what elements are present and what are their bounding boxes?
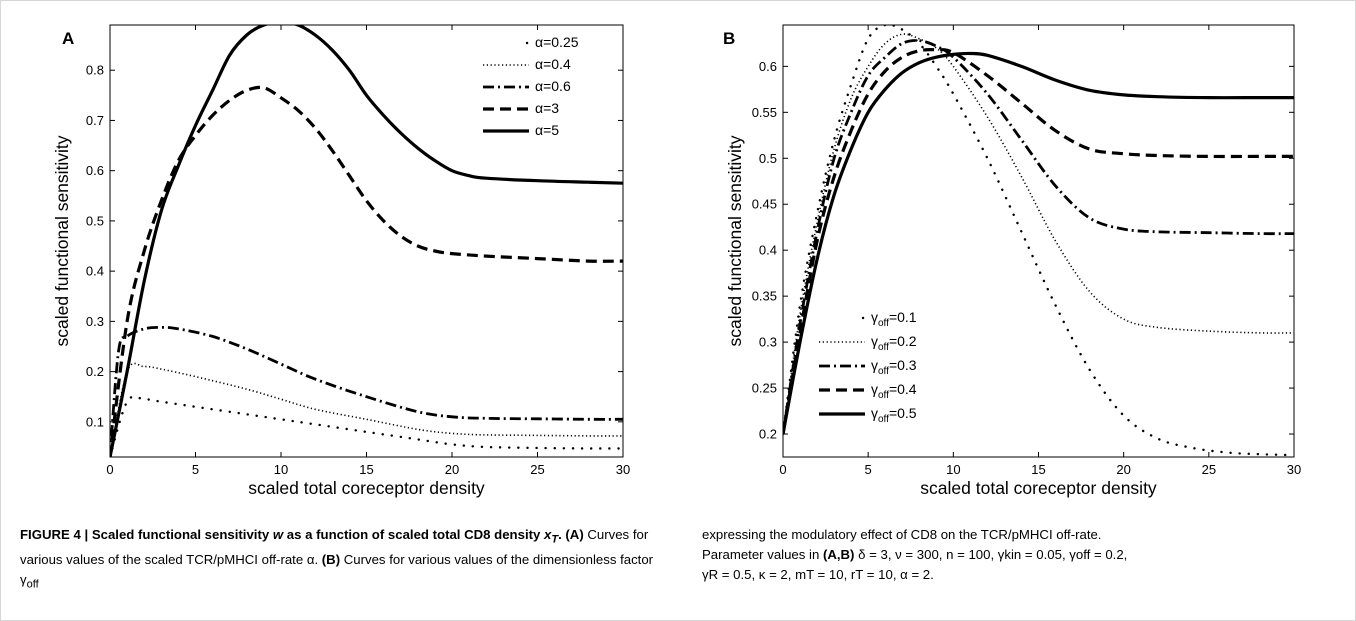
plot-area — [782, 24, 1295, 458]
legend-label-5: γoff=0.5 — [871, 405, 917, 425]
legend-label-1: α=0.25 — [535, 34, 579, 50]
y-tick-label: 0.4 — [759, 243, 777, 258]
caption-mid-text: as a function of scaled total CD8 densit… — [283, 527, 544, 542]
y-tick-label: 0.7 — [86, 113, 104, 128]
y-tick-label: 0.45 — [752, 197, 777, 212]
y-axis-label: scaled functional sensitivity — [725, 135, 745, 346]
caption-x-subscript: T — [551, 533, 559, 546]
y-tick-label: 0.3 — [759, 335, 777, 350]
series-line-1 — [110, 395, 623, 457]
caption-a-text: Curves for various values of the scaled … — [20, 527, 649, 567]
y-tick-label: 0.2 — [759, 427, 777, 442]
x-tick-label: 20 — [1116, 462, 1130, 477]
y-tick-label: 0.35 — [752, 289, 777, 304]
caption-w-symbol: w — [272, 527, 284, 542]
x-tick-label: 0 — [779, 462, 786, 477]
series-lines — [110, 25, 623, 457]
y-tick-label: 0.5 — [86, 213, 104, 228]
x-tick-label: 15 — [1031, 462, 1045, 477]
series-line-3 — [110, 326, 623, 457]
caption-a-label: (A) — [565, 527, 584, 542]
y-tick-label: 0.6 — [759, 59, 777, 74]
legend-label-3: γoff=0.3 — [871, 357, 917, 377]
y-tick-label: 0.5 — [759, 151, 777, 166]
panel-label-a: A — [62, 29, 74, 48]
y-axis-label: scaled functional sensitivity — [52, 135, 72, 346]
legend-label-4: α=3 — [535, 100, 559, 116]
legend-label-3: α=0.6 — [535, 78, 571, 94]
x-tick-label: 5 — [192, 462, 199, 477]
y-tick-label: 0.8 — [86, 63, 104, 78]
panel-b: B 0 5 10 15 20 25 30 0.2 0.25 0.3 0.35 0.4 0.45 0.5 0.5… — [723, 24, 1301, 498]
caption-b-text: Curves for various values of the dimensi… — [20, 551, 654, 587]
caption-figure-label: FIGURE 4 | Scaled functional sensitivity — [20, 527, 273, 542]
x-tick-label: 25 — [1202, 462, 1216, 477]
legend-label-5: α=5 — [535, 122, 559, 138]
series-line-2 — [110, 362, 623, 457]
caption-dot: . — [558, 527, 566, 542]
figure-caption-left: FIGURE 4 | Scaled functional sensitivity… — [20, 525, 660, 594]
y-tick-label: 0.55 — [752, 105, 777, 120]
panel-label-b: B — [723, 29, 735, 48]
series-line-3 — [783, 39, 1294, 435]
x-tick-label: 25 — [530, 462, 544, 477]
y-tick-label: 0.4 — [86, 264, 104, 279]
caption-x-symbol: x — [544, 527, 552, 542]
y-tick-label: 0.2 — [86, 364, 104, 379]
series-line-4 — [110, 85, 623, 457]
y-tick-label: 0.25 — [752, 381, 777, 396]
legend: α=0.25 α=0.4 α=0.6 α=3 α=5 — [483, 34, 579, 138]
y-tick-label: 0.1 — [86, 414, 104, 429]
x-tick-label: 20 — [445, 462, 459, 477]
legend-label-4: γoff=0.4 — [871, 381, 917, 401]
x-axis-label: scaled total coreceptor density — [248, 478, 485, 498]
legend-label-2: α=0.4 — [535, 56, 571, 72]
caption-right-line2-post: δ = 3, ν = 300, n = 100, γkin = 0.05, γo… — [854, 547, 1128, 562]
x-tick-label: 30 — [616, 462, 630, 477]
series-line-5 — [783, 51, 1294, 435]
legend: γoff=0.1 γoff=0.2 γoff=0.3 γoff=0.4 γoff=0.5 — [819, 309, 917, 425]
caption-right-line1: expressing the modulatory effect of CD8 … — [702, 527, 1102, 542]
x-tick-label: 15 — [359, 462, 373, 477]
series-line-5 — [110, 25, 623, 457]
x-axis-label: scaled total coreceptor density — [920, 478, 1157, 498]
x-tick-label: 10 — [274, 462, 288, 477]
caption-b-label: (B) — [321, 551, 341, 567]
x-tick-label: 0 — [106, 462, 113, 477]
caption-right-line2-pre: Parameter values in — [702, 547, 823, 562]
caption-right-line2-bold: (A,B) — [822, 547, 855, 562]
y-tick-label: 0.3 — [86, 314, 104, 329]
caption-right-line2: Parameter values in (A,B) δ = 3, ν = 300… — [702, 545, 1342, 565]
series-line-4 — [783, 48, 1294, 435]
x-tick-label: 10 — [946, 462, 960, 477]
series-lines — [783, 25, 1294, 457]
series-line-2 — [783, 33, 1294, 435]
caption-right-line3: γR = 0.5, κ = 2, mT = 10, rT = 10, α = 2… — [702, 567, 934, 582]
panel-a: A 0 5 10 15 20 25 30 0.1 0.2 0.3 0.4 0.5 0.6 0.7 0.8 sca… — [52, 24, 630, 498]
y-tick-label: 0.6 — [86, 163, 104, 178]
x-tick-label: 30 — [1287, 462, 1301, 477]
legend-label-2: γoff=0.2 — [871, 333, 917, 353]
caption-b-subscript: off — [26, 578, 39, 591]
legend-label-1: γoff=0.1 — [871, 309, 917, 329]
x-tick-label: 5 — [865, 462, 872, 477]
figure-caption-right: expressing the modulatory effect of CD8 … — [702, 525, 1342, 585]
